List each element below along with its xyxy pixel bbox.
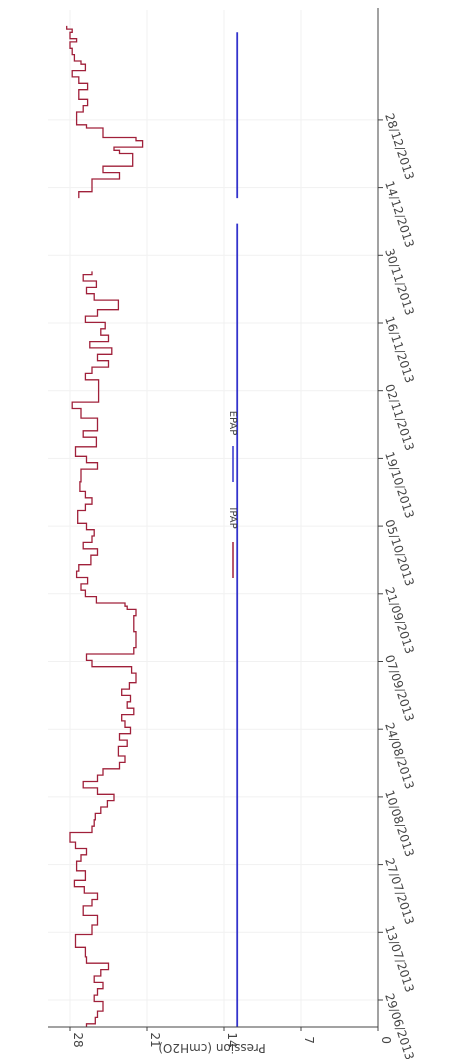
value-tick-label: 7 (302, 1036, 316, 1044)
date-tick-label: 21/09/2013 (382, 585, 417, 655)
value-tick-label: 28 (71, 1032, 85, 1047)
date-tick-label: 29/06/2013 (382, 992, 417, 1059)
legend-label: EPAP (227, 411, 238, 436)
value-axis-ticks: 0 7 14 21 28 (69, 1027, 393, 1048)
series-layer (66, 25, 239, 1027)
grid-lines (48, 10, 378, 1027)
date-tick-label: 05/10/2013 (382, 518, 417, 588)
date-tick-label: 16/11/2013 (382, 315, 417, 385)
y-axis-title: Pression (cmH2O) (158, 1041, 265, 1055)
value-tick-label: 21 (148, 1032, 162, 1047)
date-tick-label: 14/12/2013 (382, 179, 417, 249)
date-tick-label: 02/11/2013 (382, 382, 417, 452)
date-tick-label: 30/11/2013 (382, 247, 417, 317)
date-tick-label: 27/07/2013 (382, 856, 417, 926)
axes (48, 8, 379, 1028)
date-tick-label: 28/12/2013 (382, 112, 417, 182)
legend: IPAP EPAP (227, 411, 238, 578)
series-line-ipap (66, 25, 144, 199)
date-tick-label: 24/08/2013 (382, 721, 417, 791)
date-tick-label: 10/08/2013 (382, 789, 417, 859)
value-tick-label: 0 (379, 1036, 393, 1044)
value-tick-label: 14 (225, 1032, 239, 1047)
legend-label: IPAP (227, 507, 238, 528)
date-axis-ticks: 29/06/201313/07/201327/07/201310/08/2013… (378, 112, 417, 1059)
date-tick-label: 07/09/2013 (382, 653, 417, 723)
date-tick-label: 13/07/2013 (382, 924, 417, 994)
series-line-ipap (69, 271, 137, 1027)
date-tick-label: 19/10/2013 (382, 450, 417, 520)
